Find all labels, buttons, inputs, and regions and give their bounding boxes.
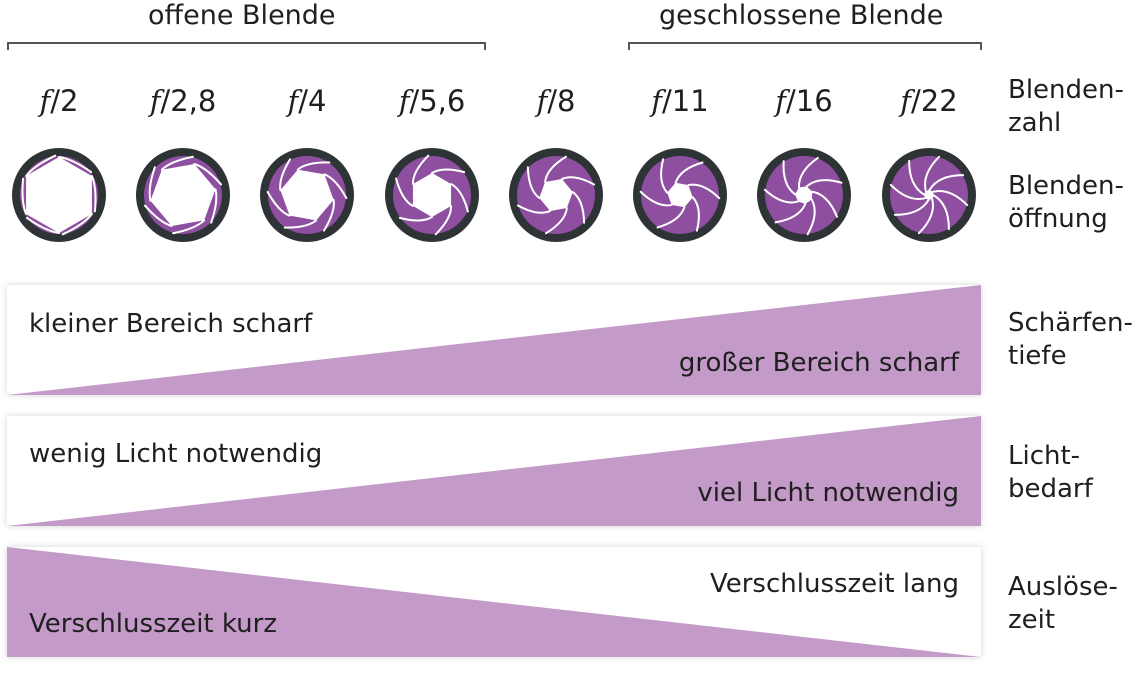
closed-aperture-bracket <box>628 42 982 50</box>
f-number-label: f/2 <box>39 84 79 118</box>
aperture-blade-edge <box>889 183 927 200</box>
aperture-blade-edge <box>322 198 335 232</box>
aperture-blade-edge <box>811 190 839 218</box>
aperture-blade-edge <box>25 216 60 234</box>
aperture-opening <box>539 179 573 211</box>
open-aperture-bracket <box>7 42 486 50</box>
f-number-label: f/2,8 <box>149 84 217 118</box>
aperture-blade-edge <box>25 154 57 177</box>
aperture-blade-edge <box>674 161 704 184</box>
aperture-blade-edge <box>806 198 816 236</box>
depth-of-field-wedge <box>7 285 981 395</box>
aperture-icon <box>752 143 856 247</box>
f-number-label: f/22 <box>900 84 958 118</box>
aperture-icon <box>131 143 235 247</box>
aperture-icon <box>255 143 359 247</box>
aperture-blade-edge <box>148 166 156 202</box>
depth-of-field-left-text: kleiner Bereich scharf <box>29 309 313 339</box>
row-label-schaerfentiefe: Schärfen- tiefe <box>1008 308 1133 372</box>
aperture-blade-edge <box>660 158 669 194</box>
aperture-blade-edge <box>571 191 586 224</box>
aperture-blade-edge <box>691 196 700 232</box>
row-label-blendenoeffnung: Blenden- öffnung <box>1008 171 1124 235</box>
f-number-label: f/11 <box>651 84 709 118</box>
aperture-blade-edge <box>61 213 93 236</box>
aperture-blade-edge <box>687 183 721 200</box>
light-requirement-band: wenig Licht notwendig viel Licht notwend… <box>7 416 981 526</box>
aperture-blade-edge <box>90 175 97 213</box>
aperture-blade-edge <box>917 197 934 235</box>
shutter-time-right-text: Verschlusszeit lang <box>709 569 959 599</box>
aperture-opening <box>924 190 934 200</box>
aperture-blade-edge <box>143 204 173 227</box>
aperture-blade-edge <box>450 183 469 213</box>
shutter-time-left-text: Verschlusszeit kurz <box>29 609 277 639</box>
aperture-blade-edge <box>395 177 414 207</box>
aperture-blade-edge <box>639 190 673 207</box>
aperture-blade-edge <box>398 216 433 222</box>
f-number-label: f/8 <box>536 84 576 118</box>
aperture-blade-edge <box>434 205 453 236</box>
aperture-blade-edge <box>782 160 797 196</box>
aperture-blade-edge <box>516 204 552 214</box>
closed-aperture-label: geschlossene Blende <box>659 0 944 31</box>
depth-of-field-band: kleiner Bereich scharf großer Bereich sc… <box>7 285 981 395</box>
aperture-icon <box>380 143 484 247</box>
aperture-opening <box>150 164 216 226</box>
aperture-icon <box>7 143 111 247</box>
row-label-ausloesezeit: Auslöse- zeit <box>1008 572 1118 636</box>
aperture-icon <box>628 143 732 247</box>
aperture-blade-edge <box>797 156 819 189</box>
f-number-label: f/4 <box>287 84 327 118</box>
aperture-opening <box>412 173 452 217</box>
shutter-time-band: Verschlusszeit lang Verschlusszeit kurz <box>7 547 981 657</box>
light-requirement-wedge <box>7 416 981 526</box>
aperture-blade-edge <box>931 190 969 207</box>
aperture-blade-edge <box>160 155 194 171</box>
aperture-blade-edge <box>193 163 223 186</box>
row-label-blendenzahl: Blenden- zahl <box>1008 75 1124 139</box>
aperture-opening <box>667 182 693 208</box>
aperture-blade-edge <box>774 202 807 224</box>
aperture-blade-edge <box>656 206 686 229</box>
light-requirement-left-text: wenig Licht notwendig <box>29 439 323 469</box>
aperture-blade-edge <box>526 166 541 199</box>
open-aperture-label: offene Blende <box>148 0 336 31</box>
aperture-icon <box>877 143 981 247</box>
aperture-blade-edge <box>908 159 926 196</box>
aperture-opening <box>26 157 92 233</box>
aperture-blade-edge <box>283 219 318 229</box>
aperture-blade-edge <box>544 155 567 183</box>
aperture-blade-edge <box>763 188 799 204</box>
aperture-blade-edge <box>805 179 843 188</box>
f-number-label: f/5,6 <box>398 84 466 118</box>
aperture-blade-edge <box>431 168 466 174</box>
row-label-lichtbedarf: Licht- bedarf <box>1008 441 1093 505</box>
aperture-opening <box>280 169 334 221</box>
aperture-opening <box>795 186 813 204</box>
f-number-label: f/16 <box>775 84 833 118</box>
aperture-blade-edge <box>58 156 93 174</box>
aperture-blade-edge <box>893 198 930 216</box>
aperture-blade-edge <box>411 154 430 185</box>
light-requirement-right-text: viel Licht notwendig <box>697 478 959 508</box>
depth-of-field-right-text: großer Bereich scharf <box>678 348 959 378</box>
aperture-blade-edge <box>924 155 941 193</box>
aperture-blade-edge <box>172 219 206 235</box>
aperture-blade-edge <box>560 176 596 186</box>
aperture-blade-edge <box>928 174 965 192</box>
aperture-blade-edge <box>323 173 348 200</box>
aperture-icon <box>504 143 608 247</box>
aperture-blade-edge <box>266 190 291 217</box>
aperture-blade-edge <box>932 194 950 231</box>
aperture-blade-edge <box>296 161 331 171</box>
shutter-time-wedge <box>7 547 981 657</box>
aperture-blade-edge <box>279 158 292 192</box>
aperture-blade-edge <box>210 188 218 224</box>
aperture-blade-edge <box>21 177 28 215</box>
aperture-blade-edge <box>545 207 568 235</box>
